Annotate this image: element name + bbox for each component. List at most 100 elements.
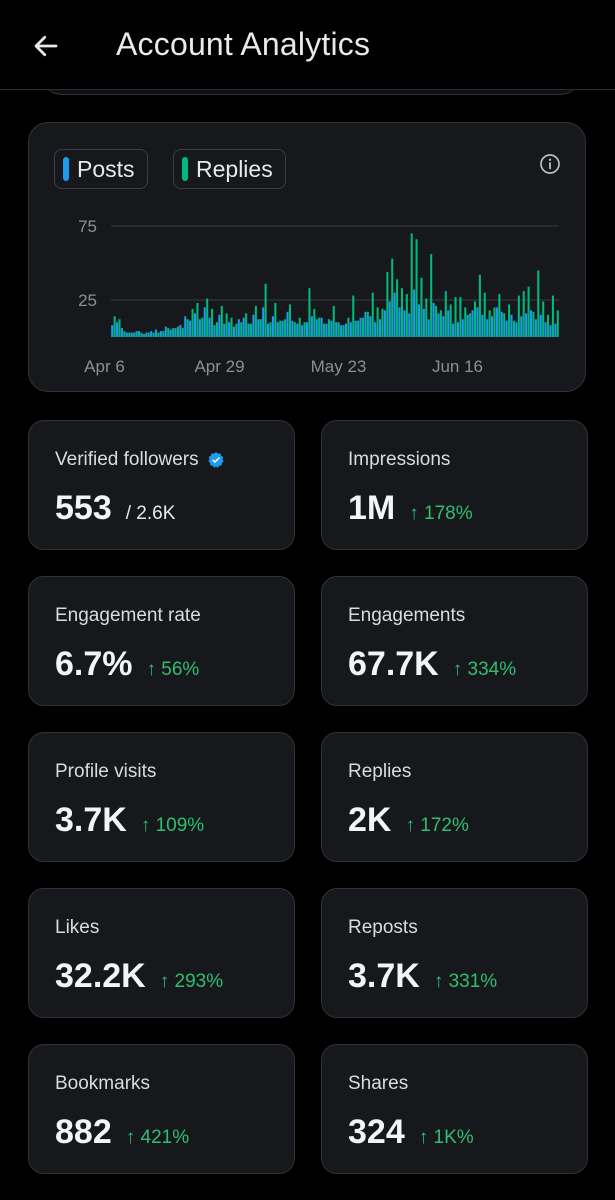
bar-posts xyxy=(315,319,318,337)
bar-posts xyxy=(242,317,245,337)
bar-replies xyxy=(459,297,462,337)
bar-replies xyxy=(274,302,277,337)
bar-replies xyxy=(512,320,515,337)
bar-posts xyxy=(281,320,284,337)
bar-replies xyxy=(361,317,365,337)
stat-card-reposts[interactable]: Reposts 3.7K ↑ 331% xyxy=(321,888,588,1018)
stat-card-impressions[interactable]: Impressions 1M ↑ 178% xyxy=(321,420,588,550)
info-circle-icon xyxy=(540,154,560,174)
bar-posts xyxy=(539,314,542,337)
bar-replies xyxy=(181,328,184,337)
stat-label: Reposts xyxy=(348,917,418,938)
bar-posts xyxy=(116,322,119,337)
bar-posts xyxy=(257,319,260,337)
bar-replies xyxy=(391,258,394,337)
bar-posts xyxy=(447,310,450,337)
bar-posts xyxy=(466,314,469,337)
bar-posts xyxy=(111,325,114,337)
bar-posts xyxy=(189,320,192,337)
bar-replies xyxy=(473,301,477,337)
info-button[interactable] xyxy=(539,153,561,175)
stat-card-engagement-rate[interactable]: Engagement rate 6.7% ↑ 56% xyxy=(28,576,295,706)
bar-replies xyxy=(211,308,214,337)
stat-change: ↑ 334% xyxy=(452,659,517,680)
bar-replies xyxy=(342,325,345,337)
bar-posts xyxy=(408,313,411,337)
stat-label-text: Verified followers xyxy=(55,449,199,470)
bar-posts xyxy=(276,322,279,337)
stat-label: Engagement rate xyxy=(55,605,201,626)
bar-replies xyxy=(381,308,384,337)
bar-replies xyxy=(288,304,291,337)
bar-posts xyxy=(145,332,148,337)
bar-replies xyxy=(405,294,408,337)
bar-posts xyxy=(442,316,445,337)
bar-replies xyxy=(128,332,131,337)
stat-value-row: 1M ↑ 178% xyxy=(348,489,473,528)
bar-replies xyxy=(439,310,442,337)
bar-replies xyxy=(284,319,287,337)
bar-posts xyxy=(247,323,250,337)
bar-replies xyxy=(396,279,399,337)
bar-replies xyxy=(386,271,389,337)
bar-replies xyxy=(478,274,481,337)
bar-replies xyxy=(215,322,218,337)
bar-posts xyxy=(271,316,274,337)
bar-replies xyxy=(503,313,506,337)
legend-chip-replies[interactable]: Replies xyxy=(173,149,286,189)
bar-replies xyxy=(225,313,228,337)
bar-replies xyxy=(454,297,457,337)
bar-replies xyxy=(444,291,447,337)
bar-replies xyxy=(249,323,253,337)
bar-posts xyxy=(305,322,309,337)
stat-value: 6.7% xyxy=(55,645,133,683)
stat-label: Replies xyxy=(348,761,412,782)
bar-posts xyxy=(223,323,226,337)
bar-replies xyxy=(464,307,467,337)
stat-card-profile-visits[interactable]: Profile visits 3.7K ↑ 109% xyxy=(28,732,295,862)
bar-posts xyxy=(354,320,357,337)
bar-posts xyxy=(349,322,352,337)
bar-posts xyxy=(486,319,489,337)
verified-badge-icon xyxy=(207,452,224,468)
bar-posts xyxy=(237,319,240,337)
top-bar: Account Analytics xyxy=(0,0,615,90)
bar-replies xyxy=(118,319,121,337)
bar-replies xyxy=(264,283,267,337)
stat-value-row: 882 ↑ 421% xyxy=(55,1113,189,1152)
bar-posts xyxy=(179,325,182,337)
stat-card-replies[interactable]: Replies 2K ↑ 172% xyxy=(321,732,588,862)
bar-replies xyxy=(415,239,418,337)
bar-replies xyxy=(327,319,330,337)
stat-card-bookmarks[interactable]: Bookmarks 882 ↑ 421% xyxy=(28,1044,295,1174)
stat-card-likes[interactable]: Likes 32.2K ↑ 293% xyxy=(28,888,295,1018)
bar-replies xyxy=(469,313,472,337)
bar-posts xyxy=(184,316,187,337)
legend-chip-posts[interactable]: Posts xyxy=(54,149,148,189)
stat-value-row: 3.7K ↑ 109% xyxy=(55,801,204,840)
stat-value-row: 324 ↑ 1K% xyxy=(348,1113,474,1152)
bar-posts xyxy=(174,328,177,337)
stat-change: ↑ 421% xyxy=(125,1127,190,1148)
bar-replies xyxy=(206,298,209,337)
bar-replies xyxy=(157,332,160,337)
stat-value-row: 32.2K ↑ 293% xyxy=(55,957,223,996)
stat-card-shares[interactable]: Shares 324 ↑ 1K% xyxy=(321,1044,588,1174)
stat-card-engagements[interactable]: Engagements 67.7K ↑ 334% xyxy=(321,576,588,706)
bar-replies xyxy=(425,298,428,337)
stat-label: Bookmarks xyxy=(55,1073,151,1094)
bar-posts xyxy=(125,332,128,337)
bar-replies xyxy=(308,288,311,337)
bar-posts xyxy=(267,323,270,337)
bar-replies xyxy=(493,307,496,337)
back-button[interactable] xyxy=(28,28,64,64)
bar-replies xyxy=(235,323,238,337)
bar-posts xyxy=(554,323,557,337)
stat-value: 553 xyxy=(55,489,112,527)
stat-value-row: 3.7K ↑ 331% xyxy=(348,957,497,996)
bar-posts xyxy=(208,317,211,337)
stat-change: ↑ 331% xyxy=(433,971,498,992)
bar-replies xyxy=(332,305,335,337)
bar-posts xyxy=(193,313,197,337)
stat-card-verified-followers[interactable]: Verified followers 553 / 2.6K xyxy=(28,420,295,550)
